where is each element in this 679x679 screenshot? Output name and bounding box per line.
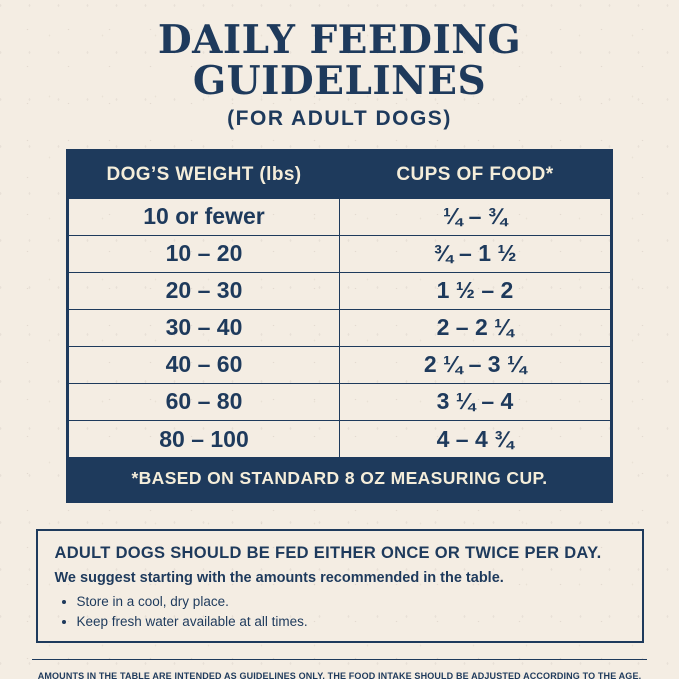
fine-print-divider: AMOUNTS IN THE TABLE ARE INTENDED AS GUI… [32, 658, 647, 679]
cups-cell: 4 – 4 ¾ [339, 419, 612, 458]
weight-cell: 40 – 60 [67, 345, 340, 384]
table-row: 40 – 60 2 ¼ – 3 ¼ [67, 345, 612, 384]
table-footnote-row: *BASED ON STANDARD 8 OZ MEASURING CUP. [67, 457, 612, 502]
table-row: 20 – 30 1 ½ – 2 [67, 271, 612, 310]
cups-cell: 3 ¼ – 4 [339, 382, 612, 421]
table-header-cups: CUPS OF FOOD* [339, 150, 612, 199]
weight-cell: 80 – 100 [67, 419, 340, 458]
bullet-list: Store in a cool, dry place. Keep fresh w… [77, 594, 625, 629]
bullet-item: Keep fresh water available at all times. [77, 614, 625, 629]
table-row: 10 or fewer ¼ – ¾ [67, 197, 612, 236]
weight-cell: 30 – 40 [67, 308, 340, 347]
table-row: 60 – 80 3 ¼ – 4 [67, 382, 612, 421]
info-box: ADULT DOGS SHOULD BE FED EITHER ONCE OR … [35, 528, 644, 643]
table-row: 30 – 40 2 – 2 ¼ [67, 308, 612, 347]
weight-cell: 20 – 30 [67, 271, 340, 310]
cups-cell: 2 ¼ – 3 ¼ [339, 345, 612, 384]
weight-cell: 10 – 20 [67, 234, 340, 273]
fine-print: AMOUNTS IN THE TABLE ARE INTENDED AS GUI… [37, 670, 642, 679]
info-heading: ADULT DOGS SHOULD BE FED EITHER ONCE OR … [54, 543, 602, 562]
table-row: 10 – 20 ¾ – 1 ½ [67, 234, 612, 273]
weight-cell: 60 – 80 [67, 382, 340, 421]
cups-cell: 2 – 2 ¼ [339, 308, 612, 347]
table-header-weight: DOG’S WEIGHT (lbs) [67, 150, 340, 199]
table-header-row: DOG’S WEIGHT (lbs) CUPS OF FOOD* [67, 150, 612, 199]
bullet-item: Store in a cool, dry place. [77, 594, 625, 609]
page-subtitle: (FOR ADULT DOGS) [227, 106, 452, 130]
cups-cell: ¼ – ¾ [339, 197, 612, 236]
feeding-table: DOG’S WEIGHT (lbs) CUPS OF FOOD* 10 or f… [66, 148, 613, 503]
table-row: 80 – 100 4 – 4 ¾ [67, 419, 612, 458]
weight-cell: 10 or fewer [67, 197, 340, 236]
info-subheading: We suggest starting with the amounts rec… [54, 569, 504, 586]
table-footnote: *BASED ON STANDARD 8 OZ MEASURING CUP. [67, 457, 612, 502]
cups-cell: ¾ – 1 ½ [339, 234, 612, 273]
cups-cell: 1 ½ – 2 [339, 271, 612, 310]
page-title: DAILY FEEDING GUIDELINES [157, 17, 522, 104]
